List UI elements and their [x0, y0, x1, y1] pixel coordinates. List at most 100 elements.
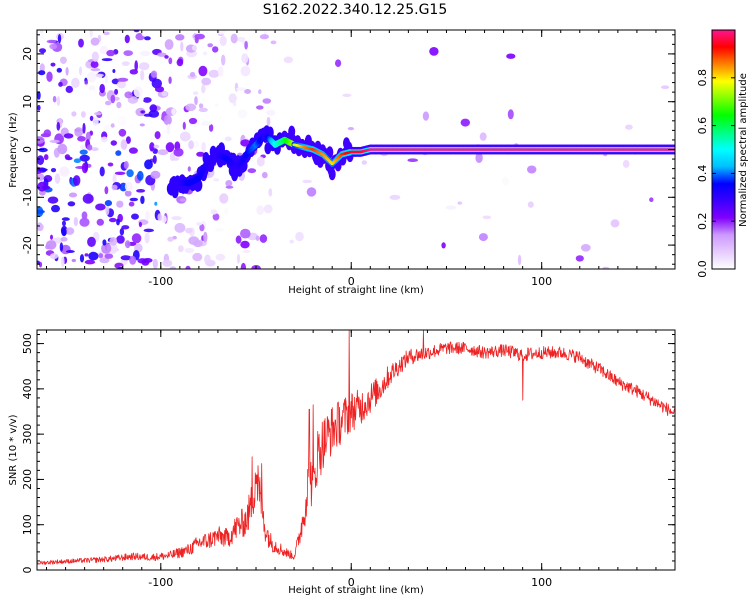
- heatmap-cell: [219, 193, 229, 204]
- heatmap-cell: [131, 213, 139, 220]
- heatmap-cell: [123, 50, 133, 56]
- heatmap-cell: [50, 234, 53, 240]
- y-tick-label: 10: [21, 95, 34, 109]
- heatmap-cell: [104, 253, 114, 259]
- heatmap-cell: [153, 144, 160, 149]
- colorbar: 0.0 0.2 0.4 0.6 0.8 Normalized spectral ampl…: [696, 29, 749, 278]
- x-tick-label: 0: [348, 576, 355, 589]
- heatmap-cell: [75, 89, 84, 98]
- heatmap-cell: [180, 41, 184, 52]
- heatmap-cell: [37, 104, 41, 111]
- heatmap-cell: [237, 36, 246, 42]
- heatmap-cell: [79, 217, 90, 227]
- heatmap-cell: [244, 40, 248, 50]
- heatmap-cell: [475, 152, 483, 163]
- heatmap-cell: [198, 65, 208, 77]
- heatmap-cell: [37, 209, 45, 214]
- heatmap-cell: [167, 236, 174, 242]
- heatmap-cell: [82, 193, 94, 204]
- heatmap-cell: [163, 114, 172, 126]
- heatmap-cell: [157, 149, 169, 156]
- heatmap-cell: [625, 124, 633, 130]
- heatmap-cell: [187, 166, 191, 172]
- heatmap-cell: [217, 66, 224, 77]
- heatmap-cell: [46, 39, 57, 44]
- x-tick-label: -100: [148, 576, 173, 589]
- heatmap-cell: [91, 51, 99, 62]
- heatmap-cell: [56, 96, 61, 106]
- heatmap-cell: [142, 97, 152, 103]
- heatmap-cell: [342, 93, 352, 98]
- heatmap-cell: [268, 188, 273, 197]
- heatmap-cell: [266, 116, 271, 127]
- heatmap-cell: [198, 103, 204, 109]
- heatmap-cell: [61, 227, 67, 237]
- heatmap-cell: [161, 116, 165, 120]
- heatmap-cell: [129, 197, 138, 202]
- heatmap-cell: [144, 159, 153, 170]
- heatmap-cell: [193, 240, 203, 248]
- heatmap-cell: [208, 124, 214, 132]
- heatmap-cell: [361, 160, 367, 165]
- colorbar-gradient: [712, 30, 735, 269]
- heatmap-cell: [56, 121, 61, 131]
- heatmap-cell: [230, 33, 238, 44]
- heatmap-cell: [73, 81, 77, 86]
- heatmap-cell: [57, 143, 68, 155]
- heatmap-cell: [65, 227, 75, 235]
- heatmap-cell: [114, 171, 126, 175]
- heatmap-cell: [50, 168, 57, 173]
- heatmap-cell: [144, 36, 151, 41]
- heatmap-cell: [79, 154, 90, 162]
- heatmap-cell: [149, 142, 155, 152]
- heatmap-cell: [131, 233, 142, 244]
- heatmap-cell: [117, 77, 129, 82]
- heatmap-cell: [100, 136, 108, 143]
- heatmap-cell: [112, 69, 116, 73]
- heatmap-cell: [84, 259, 96, 265]
- heatmap-cell: [171, 216, 182, 221]
- colorbar-ticks: 0.0 0.2 0.4 0.6 0.8: [696, 69, 735, 278]
- heatmap-cell: [422, 111, 429, 121]
- heatmap-cell: [95, 203, 106, 211]
- heatmap-cell: [73, 158, 81, 163]
- heatmap-cell: [47, 52, 58, 61]
- heatmap-cell: [507, 109, 514, 120]
- x-tick-label: -100: [148, 275, 173, 288]
- heatmap-cell: [137, 170, 144, 181]
- heatmap-cell: [96, 218, 105, 226]
- y-tick-label: 0: [21, 567, 34, 574]
- heatmap-cell: [43, 129, 52, 137]
- heatmap-cell: [256, 205, 265, 215]
- heatmap-cell: [118, 128, 127, 137]
- heatmap-cell: [164, 55, 169, 59]
- spectrogram-ylabel: Frequency (Hz): [8, 112, 19, 188]
- heatmap-cell: [259, 234, 268, 243]
- heatmap-cell: [41, 185, 51, 190]
- y-tick-label: 500: [21, 333, 34, 354]
- heatmap-cell: [306, 187, 317, 197]
- y-tick-label: 400: [21, 378, 34, 399]
- heatmap-cell: [201, 77, 212, 86]
- heatmap-cell: [58, 81, 63, 87]
- heatmap-cell: [649, 197, 654, 202]
- heatmap-cell: [115, 150, 122, 156]
- heatmap-cell: [139, 95, 144, 103]
- spectrogram-xlabel: Height of straight line (km): [288, 285, 424, 296]
- heatmap-cell: [112, 204, 117, 209]
- heatmap-cell: [255, 235, 260, 241]
- heatmap-cell: [235, 87, 247, 91]
- heatmap-cell: [213, 178, 220, 182]
- snr-xlabel: Height of straight line (km): [288, 585, 424, 596]
- heatmap-cell: [65, 67, 69, 76]
- heatmap-cell: [88, 251, 99, 261]
- heatmap-cell: [129, 255, 137, 265]
- ridge-line: [166, 125, 675, 199]
- heatmap-cell: [61, 256, 65, 268]
- y-tick-label: 0: [21, 146, 34, 153]
- heatmap-cell: [133, 86, 143, 98]
- heatmap-cell: [241, 53, 249, 64]
- heatmap-cell: [258, 89, 262, 95]
- heatmap-cell: [441, 242, 446, 249]
- heatmap-cell: [235, 235, 242, 244]
